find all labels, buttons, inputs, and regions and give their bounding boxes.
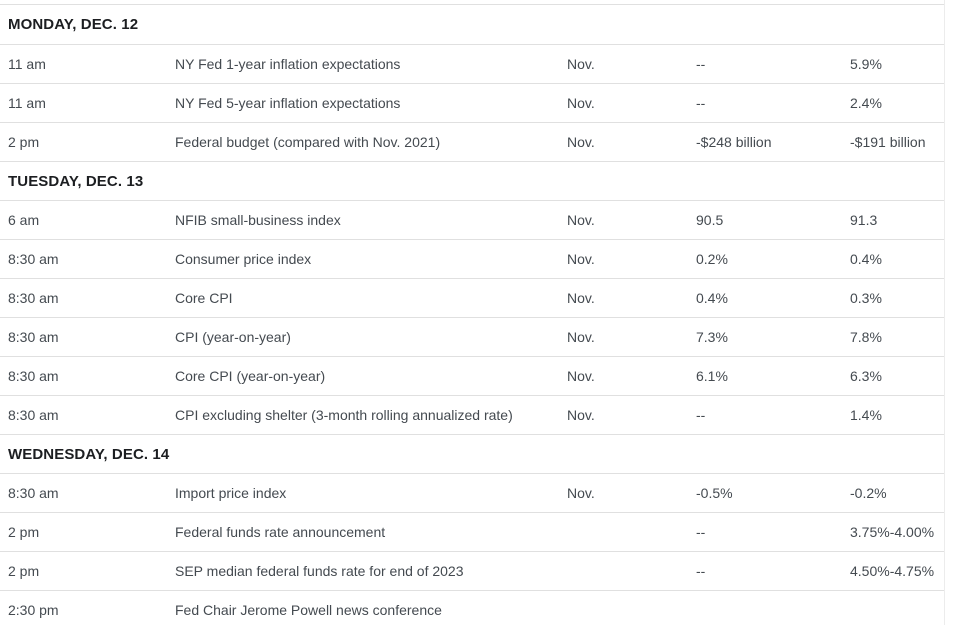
report-name-cell: Import price index bbox=[175, 485, 287, 501]
section-header-row: MONDAY, DEC. 12 bbox=[0, 5, 944, 45]
actual-value-cell: 90.5 bbox=[696, 212, 724, 228]
report-name-cell: SEP median federal funds rate for end of… bbox=[175, 563, 464, 579]
period-cell: Nov. bbox=[567, 407, 595, 423]
report-name-cell: Federal budget (compared with Nov. 2021) bbox=[175, 134, 441, 150]
section-header-row: TUESDAY, DEC. 13 bbox=[0, 162, 944, 201]
period-cell: Nov. bbox=[567, 134, 595, 150]
report-name-cell: Consumer price index bbox=[175, 251, 312, 267]
calendar-row: 11 am NY Fed 5-year inflation expectatio… bbox=[0, 84, 944, 123]
time-cell: 8:30 am bbox=[8, 290, 59, 306]
actual-value-cell: -- bbox=[696, 95, 706, 111]
time-cell: 2:30 pm bbox=[8, 602, 59, 618]
calendar-row: 2 pm Federal funds rate announcement -- … bbox=[0, 513, 944, 552]
period-cell: Nov. bbox=[567, 290, 595, 306]
section-header-label: MONDAY, DEC. 12 bbox=[8, 16, 139, 33]
calendar-row: 8:30 am Core CPI Nov. 0.4% 0.3% bbox=[0, 279, 944, 318]
previous-value-cell: 3.75%-4.00% bbox=[850, 524, 935, 540]
economic-calendar-table: MONDAY, DEC. 12 11 am NY Fed 1-year infl… bbox=[0, 4, 944, 625]
time-cell: 6 am bbox=[8, 212, 40, 228]
report-name-cell: CPI excluding shelter (3-month rolling a… bbox=[175, 407, 513, 423]
previous-value-cell: -$191 billion bbox=[850, 134, 926, 150]
actual-value-cell: -- bbox=[696, 563, 706, 579]
report-name-cell: NFIB small-business index bbox=[175, 212, 341, 228]
period-cell: Nov. bbox=[567, 329, 595, 345]
section-header-row: WEDNESDAY, DEC. 14 bbox=[0, 435, 944, 474]
previous-value-cell: 5.9% bbox=[850, 56, 882, 72]
calendar-row: 2 pm SEP median federal funds rate for e… bbox=[0, 552, 944, 591]
report-name-cell: NY Fed 5-year inflation expectations bbox=[175, 95, 401, 111]
previous-value-cell: 91.3 bbox=[850, 212, 878, 228]
report-name-cell: Fed Chair Jerome Powell news conference bbox=[175, 602, 442, 618]
calendar-row: 11 am NY Fed 1-year inflation expectatio… bbox=[0, 45, 944, 84]
actual-value-cell: -$248 billion bbox=[696, 134, 772, 150]
actual-value-cell: -- bbox=[696, 407, 706, 423]
actual-value-cell: -- bbox=[696, 524, 706, 540]
report-name-cell: Federal funds rate announcement bbox=[175, 524, 386, 540]
time-cell: 8:30 am bbox=[8, 368, 59, 384]
report-name-cell: Core CPI bbox=[175, 290, 233, 306]
period-cell: Nov. bbox=[567, 212, 595, 228]
previous-value-cell: 6.3% bbox=[850, 368, 882, 384]
calendar-row: 2:30 pm Fed Chair Jerome Powell news con… bbox=[0, 591, 944, 625]
calendar-row: 2 pm Federal budget (compared with Nov. … bbox=[0, 123, 944, 162]
previous-value-cell: 4.50%-4.75% bbox=[850, 563, 935, 579]
time-cell: 11 am bbox=[8, 95, 46, 111]
calendar-row: 6 am NFIB small-business index Nov. 90.5… bbox=[0, 201, 944, 240]
calendar-row: 8:30 am Core CPI (year-on-year) Nov. 6.1… bbox=[0, 357, 944, 396]
period-cell: Nov. bbox=[567, 95, 595, 111]
actual-value-cell: 0.2% bbox=[696, 251, 728, 267]
previous-value-cell: 7.8% bbox=[850, 329, 882, 345]
actual-value-cell: 7.3% bbox=[696, 329, 728, 345]
previous-value-cell: -0.2% bbox=[850, 485, 887, 501]
calendar-row: 8:30 am CPI excluding shelter (3-month r… bbox=[0, 396, 944, 435]
actual-value-cell: -0.5% bbox=[696, 485, 733, 501]
actual-value-cell: 6.1% bbox=[696, 368, 728, 384]
report-name-cell: CPI (year-on-year) bbox=[175, 329, 291, 345]
time-cell: 8:30 am bbox=[8, 407, 59, 423]
previous-value-cell: 2.4% bbox=[850, 95, 882, 111]
calendar-row: 8:30 am Consumer price index Nov. 0.2% 0… bbox=[0, 240, 944, 279]
time-cell: 8:30 am bbox=[8, 251, 59, 267]
time-cell: 2 pm bbox=[8, 134, 40, 150]
section-header-label: TUESDAY, DEC. 13 bbox=[8, 172, 144, 190]
period-cell: Nov. bbox=[567, 251, 595, 267]
previous-value-cell: 0.3% bbox=[850, 290, 882, 306]
time-cell: 8:30 am bbox=[8, 485, 59, 501]
time-cell: 2 pm bbox=[8, 563, 40, 579]
table-right-border bbox=[944, 0, 945, 625]
period-cell: Nov. bbox=[567, 368, 595, 384]
period-cell: Nov. bbox=[567, 485, 595, 501]
actual-value-cell: -- bbox=[696, 56, 706, 72]
time-cell: 11 am bbox=[8, 56, 46, 72]
report-name-cell: Core CPI (year-on-year) bbox=[175, 368, 326, 384]
report-name-cell: NY Fed 1-year inflation expectations bbox=[175, 56, 401, 72]
calendar-row: 8:30 am Import price index Nov. -0.5% -0… bbox=[0, 474, 944, 513]
previous-value-cell: 1.4% bbox=[850, 407, 882, 423]
time-cell: 8:30 am bbox=[8, 329, 59, 345]
section-header-label: WEDNESDAY, DEC. 14 bbox=[8, 445, 170, 463]
actual-value-cell: 0.4% bbox=[696, 290, 728, 306]
time-cell: 2 pm bbox=[8, 524, 40, 540]
period-cell: Nov. bbox=[567, 56, 595, 72]
calendar-row: 8:30 am CPI (year-on-year) Nov. 7.3% 7.8… bbox=[0, 318, 944, 357]
previous-value-cell: 0.4% bbox=[850, 251, 882, 267]
